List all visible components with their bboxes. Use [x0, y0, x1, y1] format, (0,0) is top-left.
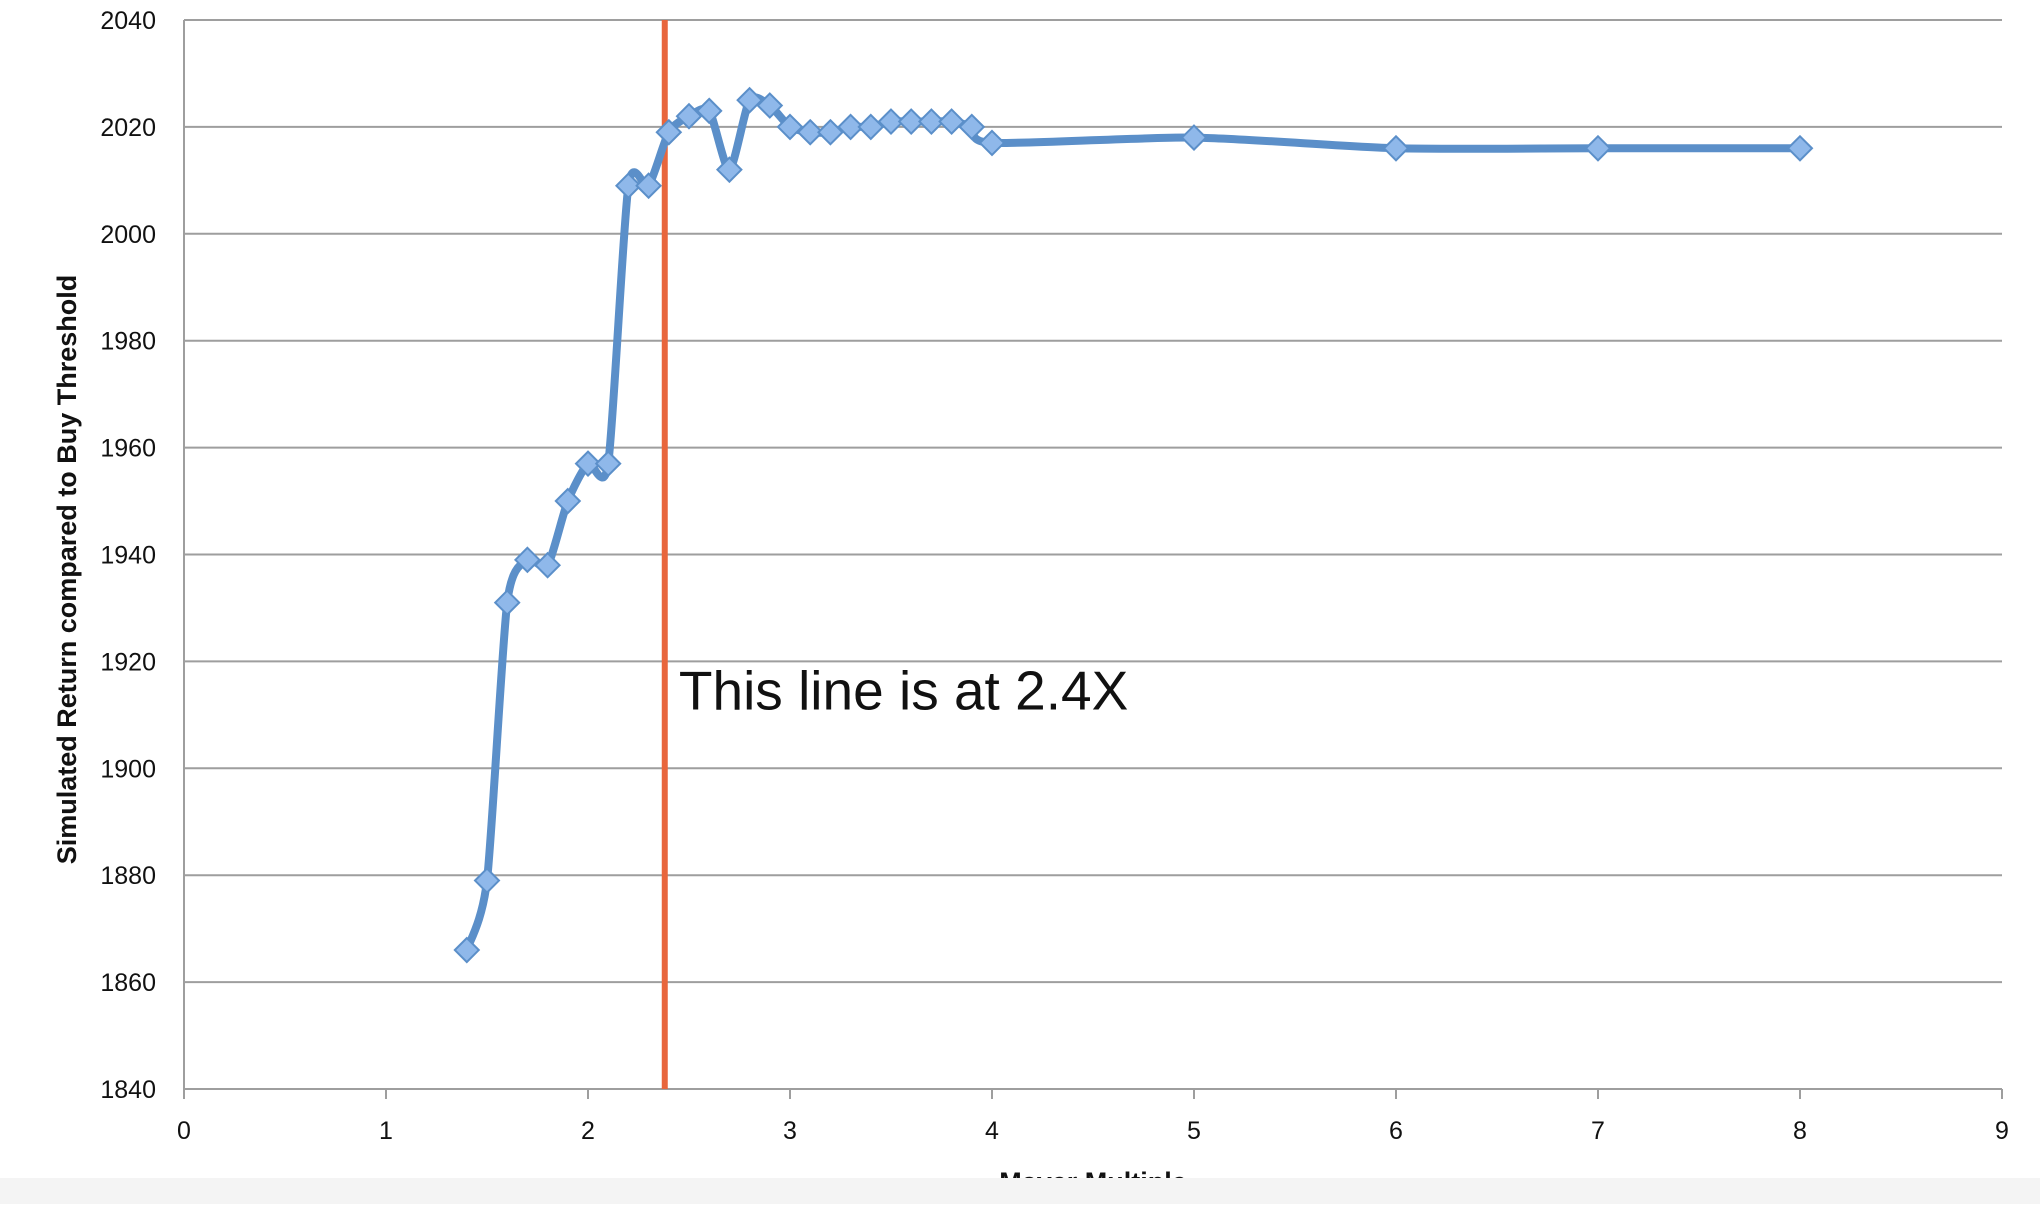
data-point-marker [513, 546, 541, 574]
bottom-strip [0, 1178, 2040, 1204]
y-tick-label: 1980 [100, 328, 156, 356]
data-point-marker [796, 118, 824, 146]
y-tick-label: 1940 [100, 542, 156, 570]
x-tick-label: 2 [581, 1117, 595, 1145]
data-point-marker [493, 589, 521, 617]
data-point-marker [594, 450, 622, 478]
data-point-marker [675, 102, 703, 130]
x-tick-label: 4 [985, 1117, 999, 1145]
y-tick-label: 1920 [100, 648, 156, 676]
annotation-text: This line is at 2.4X [679, 660, 1128, 722]
y-tick-label: 2000 [100, 221, 156, 249]
y-tick-label: 1960 [100, 435, 156, 463]
data-point-marker [473, 867, 501, 894]
y-axis-title: Simulated Return compared to Buy Thresho… [52, 275, 82, 865]
data-point-marker [715, 156, 743, 184]
data-point-marker [574, 450, 602, 478]
data-point-marker [877, 108, 905, 135]
data-point-marker [1786, 134, 1814, 162]
data-point-marker [776, 113, 804, 141]
data-point-marker [938, 108, 966, 135]
data-point-marker [897, 108, 925, 135]
data-point-marker [736, 86, 764, 114]
series-layer [453, 86, 1814, 964]
data-point-marker [958, 113, 986, 141]
data-point-marker [1382, 134, 1410, 162]
data-point-marker [534, 551, 562, 579]
x-tick-label: 0 [177, 1117, 191, 1145]
x-tick-label: 6 [1389, 1117, 1403, 1145]
y-tick-label: 2020 [100, 114, 156, 142]
y-tick-label: 1860 [100, 969, 156, 997]
data-point-marker [917, 108, 945, 135]
data-point-marker [857, 113, 885, 141]
y-tick-labels: 1840 1860 1880 1900 1920 1940 1960 1980 2000 2020… [100, 7, 156, 1104]
data-point-marker [837, 113, 865, 141]
y-tick-label: 2040 [100, 7, 156, 35]
gridlines [184, 19, 2002, 1090]
axes [183, 20, 2003, 1099]
x-tick-label: 5 [1187, 1117, 1201, 1145]
data-point-marker [655, 118, 683, 146]
data-point-marker [978, 129, 1006, 157]
x-tick-label: 8 [1793, 1117, 1807, 1145]
y-tick-label: 1880 [100, 862, 156, 890]
x-tick-label: 3 [783, 1117, 797, 1145]
x-tick-label: 1 [379, 1117, 393, 1145]
x-tick-label: 9 [1995, 1117, 2009, 1145]
data-point-marker [695, 97, 723, 125]
data-point-marker [453, 936, 481, 964]
data-point-marker [1584, 134, 1612, 162]
data-point-marker [1180, 124, 1208, 152]
data-point-marker [614, 172, 642, 200]
data-point-marker [756, 92, 784, 119]
data-point-marker [816, 118, 844, 146]
y-tick-label: 1900 [100, 755, 156, 783]
data-point-marker [554, 487, 582, 515]
x-tick-label: 7 [1591, 1117, 1605, 1145]
annotation-layer: This line is at 2.4X [679, 660, 1128, 722]
data-point-marker [635, 172, 663, 200]
x-tick-labels: 0 1 2 3 4 5 6 7 8 9 [177, 1117, 2009, 1145]
y-tick-label: 1840 [100, 1076, 156, 1104]
